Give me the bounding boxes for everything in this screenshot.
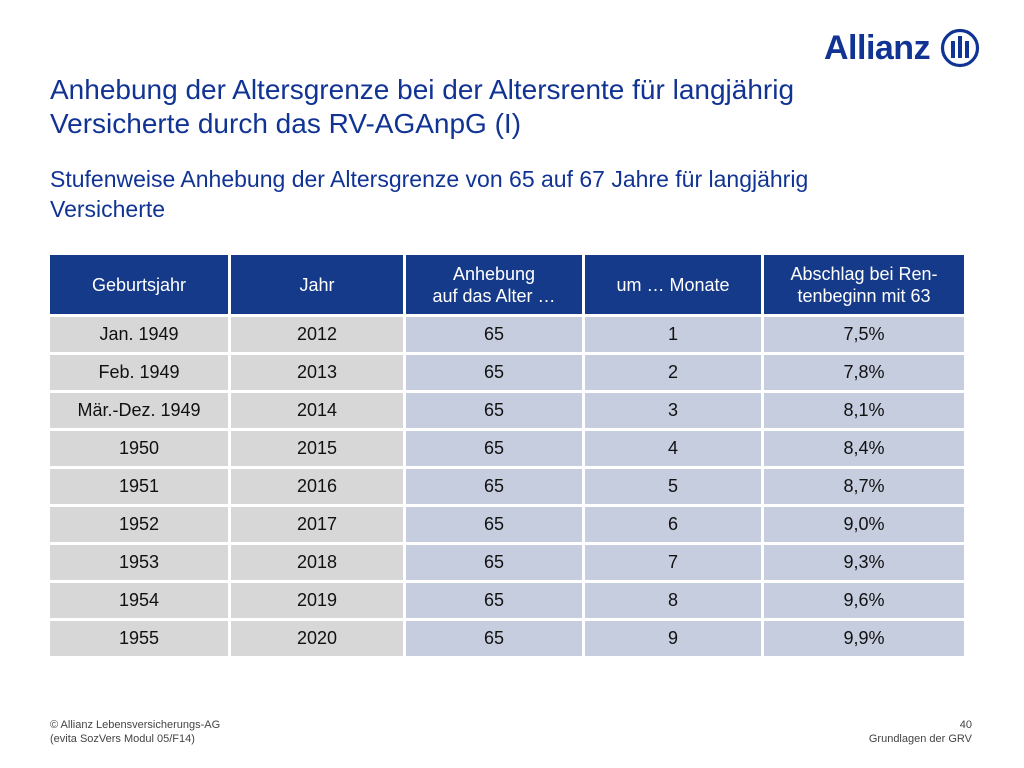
cell-abschlag: 9,0% (764, 507, 964, 542)
cell-jahr: 2013 (231, 355, 403, 390)
footer-module: (evita SozVers Modul 05/F14) (50, 733, 195, 745)
cell-monate: 9 (585, 621, 761, 656)
cell-geburtsjahr: Mär.-Dez. 1949 (50, 393, 228, 428)
cell-jahr: 2018 (231, 545, 403, 580)
cell-monate: 2 (585, 355, 761, 390)
header-anhebung: Anhebung auf das Alter … (406, 255, 582, 314)
page-number: 40 (959, 719, 972, 731)
cell-alter: 65 (406, 431, 582, 466)
header-jahr: Jahr (231, 255, 403, 314)
cell-alter: 65 (406, 469, 582, 504)
allianz-eagle-icon (940, 28, 980, 68)
cell-monate: 1 (585, 317, 761, 352)
cell-abschlag: 9,3% (764, 545, 964, 580)
cell-alter: 65 (406, 355, 582, 390)
retirement-age-table: Geburtsjahr Jahr Anhebung auf das Alter …… (47, 252, 967, 659)
table-row: Feb. 1949 2013 65 2 7,8% (50, 355, 964, 390)
cell-jahr: 2015 (231, 431, 403, 466)
cell-monate: 6 (585, 507, 761, 542)
cell-jahr: 2020 (231, 621, 403, 656)
cell-monate: 8 (585, 583, 761, 618)
page-title: Anhebung der Altersgrenze bei der Alters… (50, 74, 795, 139)
footer-section: Grundlagen der GRV (868, 733, 972, 745)
cell-geburtsjahr: Jan. 1949 (50, 317, 228, 352)
table-row: 1950 2015 65 4 8,4% (50, 431, 964, 466)
cell-abschlag: 9,9% (764, 621, 964, 656)
cell-geburtsjahr: 1950 (50, 431, 228, 466)
footer-copyright: © Allianz Lebensversicherungs-AG (evita … (50, 718, 220, 746)
cell-abschlag: 8,7% (764, 469, 964, 504)
cell-abschlag: 9,6% (764, 583, 964, 618)
header-abschlag: Abschlag bei Ren-tenbeginn mit 63 (764, 255, 964, 314)
page-subtitle: Stufenweise Anhebung der Altersgrenze vo… (50, 166, 809, 222)
table-header-row: Geburtsjahr Jahr Anhebung auf das Alter …… (50, 255, 964, 314)
cell-alter: 65 (406, 393, 582, 428)
cell-alter: 65 (406, 583, 582, 618)
table-row: 1952 2017 65 6 9,0% (50, 507, 964, 542)
table-row: 1954 2019 65 8 9,6% (50, 583, 964, 618)
cell-jahr: 2012 (231, 317, 403, 352)
cell-geburtsjahr: Feb. 1949 (50, 355, 228, 390)
header-geburtsjahr: Geburtsjahr (50, 255, 228, 314)
cell-geburtsjahr: 1952 (50, 507, 228, 542)
cell-monate: 5 (585, 469, 761, 504)
cell-alter: 65 (406, 545, 582, 580)
cell-monate: 3 (585, 393, 761, 428)
footer-company: © Allianz Lebensversicherungs-AG (50, 719, 221, 731)
cell-jahr: 2016 (231, 469, 403, 504)
cell-geburtsjahr: 1954 (50, 583, 228, 618)
table-row: 1953 2018 65 7 9,3% (50, 545, 964, 580)
footer-page-info: 40 Grundlagen der GRV (869, 718, 972, 746)
cell-monate: 7 (585, 545, 761, 580)
table-row: Jan. 1949 2012 65 1 7,5% (50, 317, 964, 352)
allianz-logo: Allianz (824, 26, 980, 70)
cell-geburtsjahr: 1955 (50, 621, 228, 656)
cell-alter: 65 (406, 621, 582, 656)
table-row: Mär.-Dez. 1949 2014 65 3 8,1% (50, 393, 964, 428)
header-monate: um … Monate (585, 255, 761, 314)
cell-jahr: 2017 (231, 507, 403, 542)
cell-geburtsjahr: 1953 (50, 545, 228, 580)
cell-abschlag: 8,1% (764, 393, 964, 428)
cell-alter: 65 (406, 317, 582, 352)
cell-geburtsjahr: 1951 (50, 469, 228, 504)
cell-alter: 65 (406, 507, 582, 542)
cell-abschlag: 7,8% (764, 355, 964, 390)
cell-abschlag: 8,4% (764, 431, 964, 466)
cell-jahr: 2014 (231, 393, 403, 428)
cell-monate: 4 (585, 431, 761, 466)
cell-abschlag: 7,5% (764, 317, 964, 352)
table-row: 1955 2020 65 9 9,9% (50, 621, 964, 656)
table-row: 1951 2016 65 5 8,7% (50, 469, 964, 504)
cell-jahr: 2019 (231, 583, 403, 618)
logo-wordmark: Allianz (824, 28, 931, 67)
